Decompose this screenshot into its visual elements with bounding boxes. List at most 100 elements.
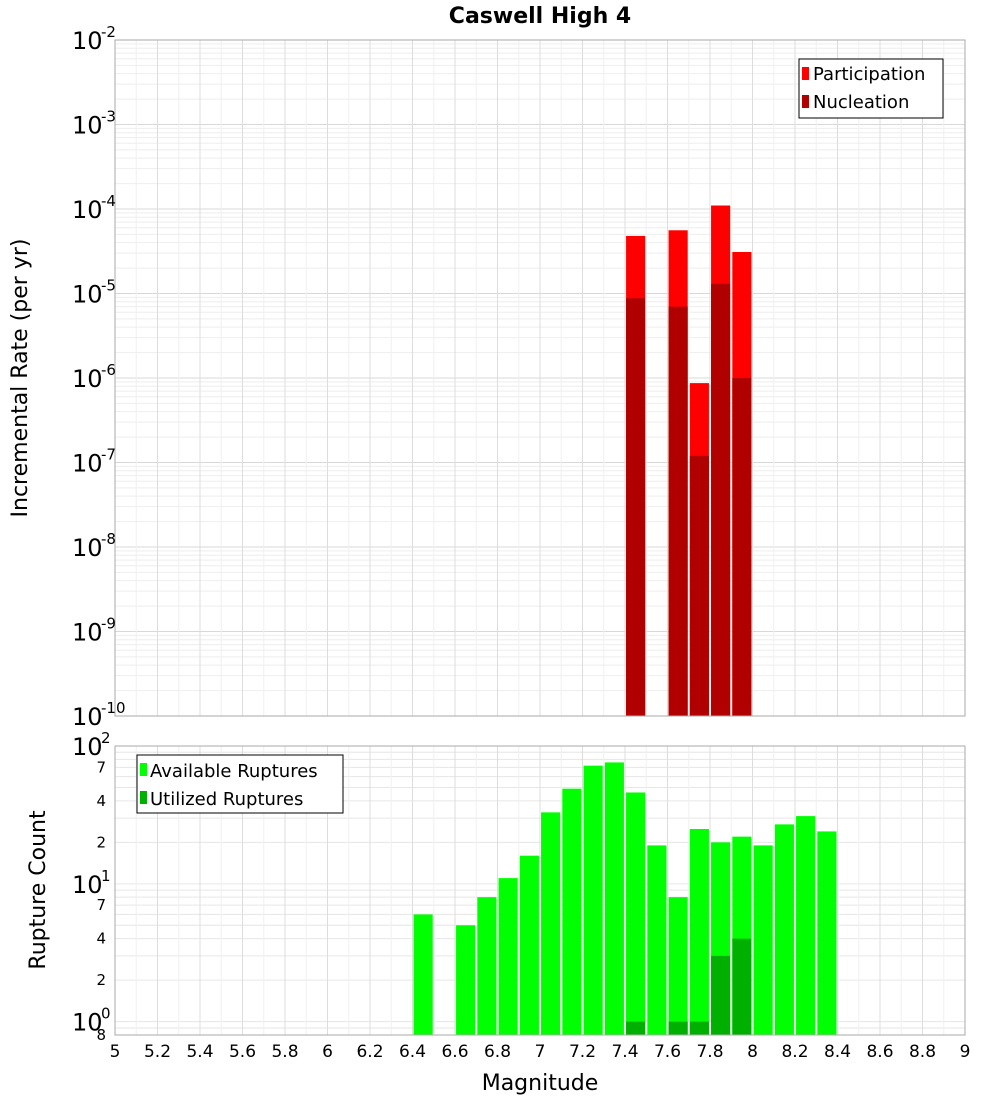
x-tick-label: 6	[322, 1042, 333, 1062]
legend-label-participation: Participation	[813, 64, 925, 85]
x-tick-label: 5.4	[186, 1042, 213, 1062]
y-tick-base: 10	[72, 1009, 103, 1037]
available-ruptures-bar	[541, 812, 561, 1035]
y-tick-label: 10-4	[72, 192, 116, 224]
y-minor-tick-label: 4	[96, 792, 106, 810]
available-ruptures-bar	[519, 855, 539, 1035]
y-tick-exponent: -3	[101, 108, 116, 126]
utilized-ruptures-bar	[689, 1021, 709, 1035]
magnitude-tick-labels: 5 5.2 5.4 5.6 5.8 6 6.2 6.4 6.6 6.8 7 7.2 7.4 7.6 7.8 8…	[110, 1042, 971, 1062]
rate-plot-frame	[114, 39, 966, 717]
legend-label-nucleation: Nucleation	[813, 92, 909, 113]
y-tick-base: 10	[72, 733, 103, 761]
y-tick-base: 10	[72, 196, 103, 224]
x-tick-label: 7	[535, 1042, 546, 1062]
y-tick-exponent: 1	[101, 867, 111, 885]
utilized-ruptures-bar	[711, 955, 731, 1035]
x-tick-label: 8.6	[866, 1042, 893, 1062]
available-ruptures-bar	[562, 788, 582, 1035]
y-tick-label: 10-8	[72, 530, 116, 562]
utilized-ruptures-bar	[626, 1021, 646, 1035]
y-tick-label: 102	[72, 729, 111, 761]
legend-swatch-utilized	[140, 791, 147, 804]
count-plot-frame	[114, 745, 966, 1036]
available-ruptures-bar	[817, 831, 837, 1035]
available-ruptures-bar	[477, 897, 497, 1035]
y-tick-exponent: -7	[101, 446, 116, 464]
rate-plot-legend: Participation Nucleation	[798, 58, 944, 119]
nucleation-bar	[626, 298, 646, 716]
available-ruptures-bar	[689, 828, 709, 1035]
y-tick-base: 10	[72, 365, 103, 393]
x-tick-label: 6.8	[484, 1042, 511, 1062]
nucleation-bar	[668, 306, 688, 716]
y-tick-base: 10	[72, 281, 103, 309]
rate-plot-y-tick-labels: 10-210-310-410-510-610-710-810-910-10	[72, 23, 126, 731]
count-plot-y-axis-label: Rupture Count	[26, 810, 51, 970]
available-ruptures-bar	[796, 816, 816, 1035]
y-tick-label: 10-10	[72, 699, 126, 731]
x-tick-label: 5	[110, 1042, 121, 1062]
available-ruptures-bar	[753, 845, 773, 1035]
available-ruptures-bar	[604, 762, 624, 1035]
y-tick-exponent: 0	[101, 1005, 111, 1023]
count-plot-bars	[413, 762, 837, 1035]
available-ruptures-bar	[647, 845, 667, 1035]
legend-swatch-available	[140, 763, 147, 776]
count-plot-legend: Available Ruptures Utilized Ruptures	[136, 754, 344, 814]
legend-label-utilized: Utilized Ruptures	[150, 789, 303, 810]
y-tick-exponent: -4	[101, 192, 116, 210]
available-ruptures-bar	[774, 824, 794, 1035]
y-tick-base: 10	[72, 871, 103, 899]
y-minor-tick-label: 4	[96, 930, 106, 948]
y-tick-exponent: -5	[101, 277, 116, 295]
rate-plot-bars	[626, 205, 752, 717]
x-tick-label: 8.8	[909, 1042, 936, 1062]
y-minor-tick-label: 2	[96, 833, 106, 851]
x-tick-label: 7.8	[696, 1042, 723, 1062]
y-tick-base: 10	[72, 619, 103, 647]
available-ruptures-bar	[498, 878, 518, 1035]
y-tick-exponent: -8	[101, 530, 116, 548]
x-tick-label: 6.6	[441, 1042, 468, 1062]
y-tick-exponent: -6	[101, 361, 116, 379]
x-tick-label: 5.6	[229, 1042, 256, 1062]
y-minor-tick-label: 7	[96, 758, 106, 776]
y-tick-base: 10	[72, 450, 103, 478]
y-minor-tick-label: 8	[96, 1026, 106, 1044]
y-minor-tick-label: 7	[96, 896, 106, 914]
y-tick-exponent: 2	[101, 729, 111, 747]
x-tick-label: 5.8	[271, 1042, 298, 1062]
x-axis-label: Magnitude	[482, 1071, 599, 1096]
chart-title: Caswell High 4	[449, 4, 631, 29]
x-tick-label: 9	[960, 1042, 971, 1062]
available-ruptures-bar	[626, 792, 646, 1035]
x-tick-label: 7.4	[611, 1042, 638, 1062]
y-tick-label: 101	[72, 867, 111, 899]
y-tick-label: 10-3	[72, 108, 116, 140]
x-tick-label: 8.2	[781, 1042, 808, 1062]
nucleation-bar	[711, 283, 731, 716]
x-tick-label: 8.4	[824, 1042, 851, 1062]
y-tick-base: 10	[72, 534, 103, 562]
available-ruptures-bar	[456, 925, 476, 1035]
y-tick-label: 10-9	[72, 615, 116, 647]
nucleation-bar	[732, 378, 752, 716]
y-tick-base: 10	[72, 112, 103, 140]
utilized-ruptures-bar	[668, 1021, 688, 1035]
available-ruptures-bar	[583, 765, 603, 1035]
legend-swatch-nucleation	[802, 95, 809, 108]
y-tick-exponent: -10	[101, 699, 126, 717]
x-tick-label: 8	[747, 1042, 758, 1062]
y-tick-label: 10-5	[72, 277, 116, 309]
y-tick-base: 10	[72, 703, 103, 731]
x-tick-label: 6.2	[356, 1042, 383, 1062]
available-ruptures-bar	[668, 897, 688, 1035]
x-tick-label: 7.6	[654, 1042, 681, 1062]
x-tick-label: 5.2	[144, 1042, 171, 1062]
rate-plot-gridlines	[114, 40, 966, 717]
nucleation-bar	[689, 455, 709, 716]
y-tick-label: 100	[72, 1005, 111, 1037]
